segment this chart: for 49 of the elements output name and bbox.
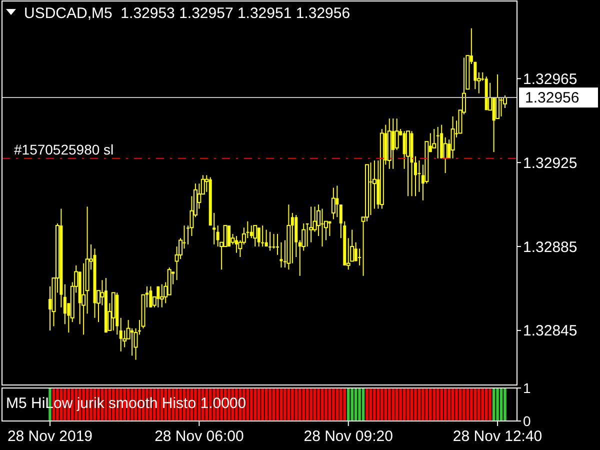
candlestick <box>436 126 440 159</box>
candlestick <box>261 225 264 248</box>
candlestick <box>443 136 448 174</box>
candlestick <box>331 187 336 220</box>
candlestick <box>272 233 276 250</box>
candlestick <box>119 317 122 352</box>
chart-title: USDCAD,M5 1.32953 1.32957 1.32951 1.32956 <box>24 5 350 22</box>
candlestick <box>418 160 421 192</box>
candlestick <box>280 242 283 268</box>
candlestick <box>336 185 339 218</box>
candlestick <box>223 225 228 248</box>
x-tick-label: 28 Nov 12:40 <box>452 428 542 445</box>
candlestick <box>496 74 500 120</box>
candlestick <box>160 284 164 308</box>
candlestick <box>290 212 294 264</box>
ref-line-label: 1.32956 <box>525 90 580 107</box>
candlestick <box>268 231 272 252</box>
candlestick <box>320 208 324 248</box>
candlestick <box>63 284 66 325</box>
y-tick-label: 1.32885 <box>523 238 578 256</box>
candlestick <box>130 328 134 356</box>
candlestick <box>500 97 503 117</box>
ref-line-label: #1570525980 sl <box>14 141 114 158</box>
candlestick <box>309 206 314 243</box>
candlestick <box>149 286 152 308</box>
candlestick <box>234 236 238 254</box>
candlestick <box>369 162 372 216</box>
candlestick <box>216 225 220 248</box>
candlestick <box>402 130 406 170</box>
candlestick <box>156 286 160 308</box>
candlestick <box>328 220 332 237</box>
y-tick-label: 1.32845 <box>523 322 578 340</box>
candlestick <box>392 118 395 170</box>
candlestick <box>450 116 455 159</box>
x-tick-label: 28 Nov 2019 <box>7 428 93 445</box>
x-tick-label: 28 Nov 09:20 <box>304 428 393 445</box>
candlestick <box>228 225 231 248</box>
y-tick-label: 1 <box>523 380 531 396</box>
y-tick-label: 1.32965 <box>523 70 578 88</box>
candlestick <box>253 225 258 248</box>
candlestick <box>358 248 362 266</box>
y-tick-label: 1.32925 <box>523 154 578 172</box>
candlestick <box>354 242 358 262</box>
y-tick-label: 0 <box>523 412 531 429</box>
x-tick-label: 28 Nov 06:00 <box>154 428 244 445</box>
candlestick <box>264 229 268 248</box>
candlestick <box>250 225 253 239</box>
candlestick <box>492 97 496 153</box>
candlestick <box>257 227 260 248</box>
